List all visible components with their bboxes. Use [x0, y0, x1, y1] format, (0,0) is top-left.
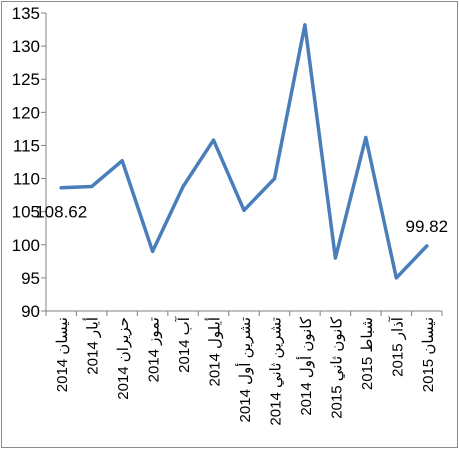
x-tick-label: تموز 2014 [146, 317, 163, 382]
x-tick-label: كانون ثاني 2015 [328, 316, 345, 419]
data-label: 108.62 [35, 203, 87, 222]
y-tick-label: 90 [21, 302, 40, 321]
data-point [303, 23, 307, 27]
y-tick-label: 120 [12, 103, 40, 122]
y-tick-label: 105 [12, 203, 40, 222]
data-point [181, 184, 185, 189]
x-tick-label: نيسان 2015 [420, 317, 437, 392]
series-layer [59, 23, 429, 280]
data-point [364, 135, 368, 140]
data-point [120, 159, 124, 163]
data-point [272, 176, 277, 181]
data-point [151, 249, 155, 253]
x-tick-label: تشرين أول 2014 [235, 317, 254, 422]
y-tick-label: 95 [21, 269, 40, 288]
data-labels: 108.62 99.82 [35, 203, 448, 236]
x-tick-label: تشرين ثاني 2014 [267, 317, 284, 426]
x-tick-label: شباط 2015 [359, 317, 376, 390]
data-point [394, 276, 398, 280]
y-tick-label: 115 [13, 136, 40, 155]
x-tick-label: آذار 2015 [388, 316, 406, 377]
data-point [242, 208, 246, 212]
data-point [333, 256, 337, 260]
y-tick-label: 135 [12, 4, 40, 23]
x-tick-label: آب 2014 [175, 316, 193, 373]
x-tick-label: حزيران 2014 [115, 317, 132, 400]
y-axis: 90 95 100 105 110 115 120 125 130 135 [12, 4, 47, 321]
y-tick-label: 125 [12, 70, 40, 89]
data-point [211, 138, 216, 142]
y-tick-label: 130 [12, 37, 40, 56]
x-axis: نيسان 2014 أيار 2014 حزيران 2014 تموز 2014 آ… [45, 310, 443, 426]
x-tick-label: أيار 2014 [83, 317, 102, 375]
y-tick-label: 100 [12, 236, 40, 255]
x-tick-label: نيسان 2014 [54, 317, 71, 392]
data-label: 99.82 [405, 217, 448, 236]
data-point [59, 186, 63, 190]
x-tick-label: كانون أول 2014 [296, 316, 315, 416]
data-point [90, 184, 94, 189]
series-line [59, 23, 429, 280]
x-tick-label: أيلول 2014 [205, 317, 224, 387]
data-point [425, 244, 429, 248]
y-tick-label: 110 [13, 170, 40, 189]
